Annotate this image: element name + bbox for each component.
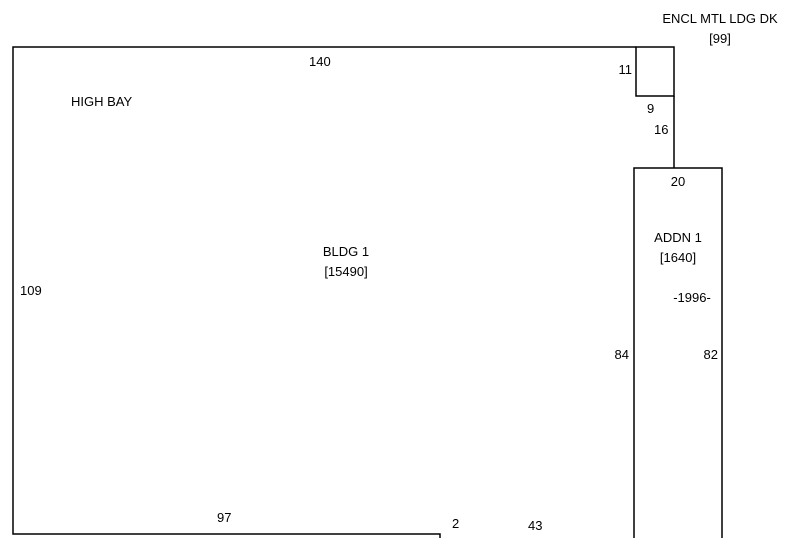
bldg1-note: HIGH BAY [71,94,132,109]
encl-dim-connector: 16 [654,122,668,137]
encl-area: [99] [709,31,731,46]
bldg1-outline [12,46,636,538]
addn1-dim-right: 82 [704,347,718,362]
addn1-year: -1996- [673,290,711,305]
bldg1-dim-right: 84 [615,347,629,362]
encl-name: ENCL MTL LDG DK [662,11,778,26]
addn1-outline [633,167,723,538]
encl-outline [635,46,675,97]
bldg1-dim-left: 109 [20,283,42,298]
bldg1-dim-top: 140 [309,54,331,69]
bldg1-dim-bottom: 97 [217,510,231,525]
bldg1-area: [15490] [324,264,367,279]
addn1-dim-top: 20 [671,174,685,189]
bldg1-name: BLDG 1 [323,244,369,259]
bldg1-dim-notch: 43 [528,518,542,533]
addn1-area: [1640] [660,250,696,265]
addn1-name: ADDN 1 [654,230,702,245]
encl-dim-left: 11 [619,62,633,77]
bldg1-dim-step: 2 [452,516,459,531]
encl-dim-bottom: 9 [647,101,654,116]
